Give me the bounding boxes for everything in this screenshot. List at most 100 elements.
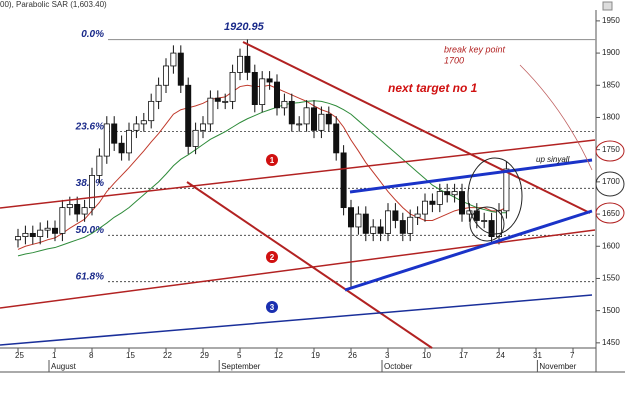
candle-body bbox=[170, 52, 177, 67]
highlight-circle bbox=[469, 206, 505, 242]
x-tick-label: 12 bbox=[274, 351, 283, 360]
candle-body bbox=[407, 216, 414, 234]
tick-circle bbox=[595, 171, 625, 197]
fib-label: 23.6% bbox=[75, 121, 104, 132]
y-tick-label: 1750 bbox=[602, 145, 620, 154]
candle-body bbox=[273, 81, 280, 109]
highlight-circle bbox=[467, 157, 523, 235]
break-note: 1700 bbox=[444, 55, 464, 65]
candle-body bbox=[59, 207, 66, 234]
candle-body bbox=[111, 123, 118, 144]
candle-body bbox=[244, 55, 251, 73]
candle-body bbox=[333, 123, 340, 154]
marker-dot bbox=[266, 251, 278, 263]
month-label: August bbox=[51, 362, 77, 371]
candle-body bbox=[303, 107, 310, 125]
candle-body bbox=[296, 123, 303, 126]
fib-label: 50.0% bbox=[76, 225, 104, 236]
candle-body bbox=[140, 120, 147, 125]
candle-body bbox=[414, 213, 421, 218]
candle-body bbox=[310, 107, 317, 131]
trendline bbox=[0, 294, 593, 346]
candle-body bbox=[347, 207, 354, 228]
candle-body bbox=[74, 204, 81, 215]
candle-body bbox=[192, 129, 199, 147]
candle-body bbox=[148, 100, 155, 122]
candle-body bbox=[421, 200, 428, 215]
x-tick-label: 1 bbox=[52, 351, 57, 360]
target-note: next target no 1 bbox=[388, 81, 478, 95]
x-tick-label: 17 bbox=[459, 351, 468, 360]
x-tick-label: 31 bbox=[533, 351, 542, 360]
x-tick-label: 22 bbox=[163, 351, 172, 360]
candle-body bbox=[451, 191, 458, 196]
candle-body bbox=[229, 71, 236, 102]
peak-label: 1920.95 bbox=[224, 21, 265, 33]
marker-dot bbox=[266, 301, 278, 313]
trendline bbox=[349, 158, 593, 194]
tick-circle bbox=[595, 140, 625, 162]
candle-body bbox=[126, 129, 133, 154]
x-tick-label: 25 bbox=[15, 351, 24, 360]
pointer-line bbox=[519, 64, 593, 171]
candle-body bbox=[466, 210, 473, 215]
trendline bbox=[186, 181, 433, 349]
y-tick-label: 1650 bbox=[602, 209, 620, 218]
marker-dot bbox=[266, 154, 278, 166]
candle-body bbox=[22, 232, 29, 237]
candle-body bbox=[259, 78, 266, 105]
candle-body bbox=[155, 84, 162, 102]
candle-body bbox=[118, 142, 125, 154]
candle-body bbox=[81, 207, 88, 215]
y-tick-label: 1900 bbox=[602, 48, 620, 57]
signal-note: up sinyall bbox=[536, 155, 570, 164]
x-tick-label: 26 bbox=[348, 351, 357, 360]
marker-label: 3 bbox=[270, 303, 275, 312]
x-tick-label: 24 bbox=[496, 351, 505, 360]
y-tick-label: 1600 bbox=[602, 241, 620, 250]
candle-body bbox=[399, 220, 406, 234]
candle-body bbox=[266, 78, 273, 83]
candle-body bbox=[444, 191, 451, 196]
x-tick-label: 8 bbox=[89, 351, 94, 360]
candle-body bbox=[392, 210, 399, 221]
fib-label: 0.0% bbox=[81, 29, 104, 40]
marker-label: 2 bbox=[270, 253, 275, 262]
y-tick-label: 1850 bbox=[602, 80, 620, 89]
y-tick-label: 1700 bbox=[602, 177, 620, 186]
candle-body bbox=[436, 191, 443, 205]
y-tick-label: 1950 bbox=[602, 16, 620, 25]
tick-circle bbox=[595, 202, 625, 224]
y-tick-label: 1500 bbox=[602, 306, 620, 315]
x-tick-label: 10 bbox=[422, 351, 431, 360]
candle-body bbox=[177, 52, 184, 86]
candle-body bbox=[89, 175, 96, 209]
candle-body bbox=[29, 232, 36, 237]
trendline bbox=[344, 209, 593, 292]
candle-body bbox=[222, 100, 229, 103]
plot: 1450 1500 1550 1600 1650 1700 1750 1800 1850 1900… bbox=[14, 16, 620, 372]
candle-body bbox=[52, 227, 59, 234]
candle-body bbox=[14, 236, 21, 241]
candle-body bbox=[362, 213, 369, 234]
candle-body bbox=[96, 155, 103, 176]
candle-body bbox=[429, 200, 436, 205]
candle-body bbox=[44, 227, 51, 231]
candle-body bbox=[199, 123, 206, 131]
candle-body bbox=[37, 229, 44, 237]
month-label: October bbox=[384, 362, 413, 371]
candle-body bbox=[503, 168, 510, 212]
candle-body bbox=[288, 100, 295, 125]
candle-body bbox=[103, 123, 110, 157]
x-tick-label: 3 bbox=[385, 351, 390, 360]
candle-body bbox=[162, 65, 169, 86]
y-tick-label: 1550 bbox=[602, 274, 620, 283]
candle-body bbox=[133, 123, 140, 131]
indicator-header: 00), Parabolic SAR (1,603.40) bbox=[0, 0, 107, 9]
month-label: November bbox=[539, 362, 576, 371]
candle-body bbox=[207, 97, 214, 125]
trendline bbox=[242, 41, 591, 214]
candle-body bbox=[185, 84, 192, 147]
